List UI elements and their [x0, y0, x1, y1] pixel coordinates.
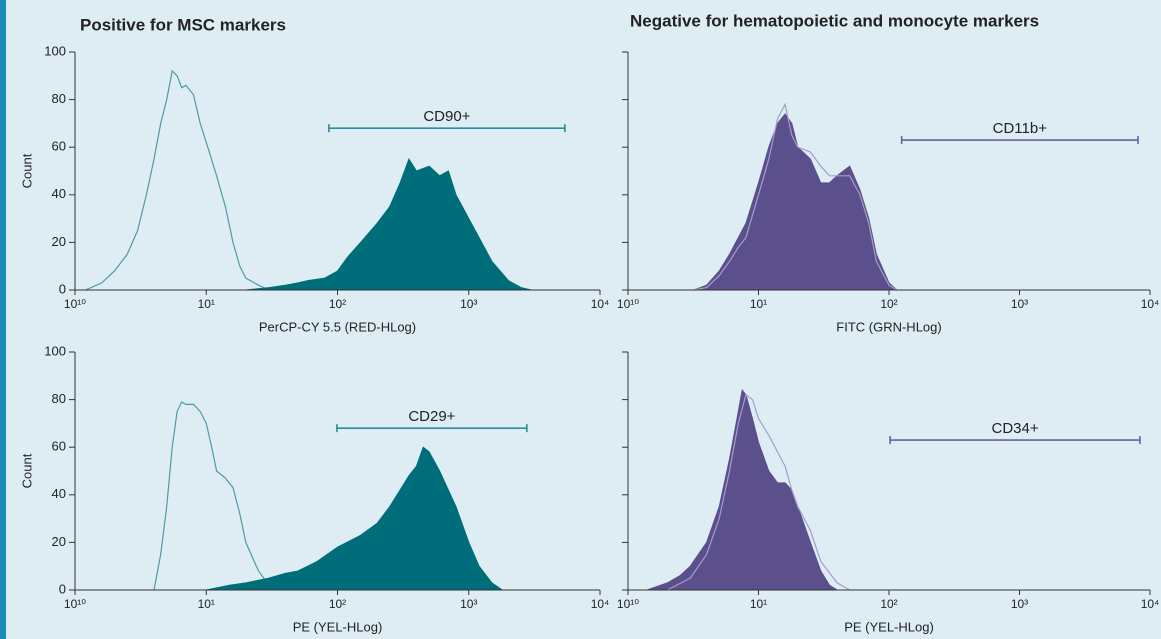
- y-tick-label: 80: [52, 391, 66, 406]
- x-tick-label: 10⁴: [591, 597, 610, 611]
- histogram-fill: [245, 157, 532, 291]
- gate-label: CD29+: [408, 408, 455, 425]
- x-tick-label: 10¹⁰: [64, 297, 86, 311]
- x-tick-label: 10¹: [198, 597, 215, 611]
- histogram-outline: [153, 401, 286, 591]
- x-tick-label: 10³: [1011, 597, 1028, 611]
- histogram-fill: [693, 113, 899, 291]
- x-tick-label: 10¹⁰: [617, 297, 639, 311]
- y-tick-label: 0: [59, 581, 66, 596]
- gate-label: CD11b+: [993, 120, 1048, 137]
- x-axis-label: PE (YEL-HLog): [844, 619, 934, 634]
- x-tick-label: 10²: [880, 597, 897, 611]
- section-heading: Negative for hematopoietic and monocyte …: [630, 11, 1039, 30]
- x-tick-label: 10³: [1011, 297, 1028, 311]
- x-tick-label: 10³: [460, 297, 477, 311]
- y-tick-label: 100: [44, 343, 66, 358]
- y-tick-label: 60: [52, 139, 66, 154]
- y-axis-label: Count: [19, 153, 34, 188]
- histogram-outline: [667, 393, 850, 591]
- gate-label: CD90+: [423, 108, 470, 125]
- y-tick-label: 40: [52, 186, 66, 201]
- y-tick-label: 20: [52, 534, 66, 549]
- x-tick-label: 10¹: [198, 297, 215, 311]
- x-tick-label: 10¹: [750, 597, 767, 611]
- histogram-fill: [206, 446, 504, 591]
- gate-label: CD34+: [991, 420, 1038, 437]
- y-axis-label: Count: [19, 453, 34, 488]
- x-axis-label: PerCP-CY 5.5 (RED-HLog): [259, 319, 416, 334]
- histogram-fill: [646, 388, 839, 591]
- x-tick-label: 10²: [329, 297, 346, 311]
- y-tick-label: 40: [52, 486, 66, 501]
- y-tick-label: 20: [52, 234, 66, 249]
- x-axis-label: PE (YEL-HLog): [293, 619, 383, 634]
- x-tick-label: 10³: [460, 597, 477, 611]
- section-heading: Positive for MSC markers: [80, 15, 286, 34]
- x-tick-label: 10²: [880, 297, 897, 311]
- y-tick-label: 0: [59, 281, 66, 296]
- x-tick-label: 10¹⁰: [617, 597, 639, 611]
- x-tick-label: 10¹⁰: [64, 597, 86, 611]
- x-tick-label: 10⁴: [1141, 297, 1160, 311]
- y-tick-label: 60: [52, 439, 66, 454]
- x-axis-label: FITC (GRN-HLog): [836, 319, 941, 334]
- x-tick-label: 10¹: [750, 297, 767, 311]
- x-tick-label: 10²: [329, 597, 346, 611]
- x-tick-label: 10⁴: [1141, 597, 1160, 611]
- y-tick-label: 100: [44, 43, 66, 58]
- x-tick-label: 10⁴: [591, 297, 610, 311]
- histogram-outline: [85, 69, 270, 291]
- histogram-outline: [693, 102, 898, 291]
- edge-stripe: [0, 0, 6, 639]
- y-tick-label: 80: [52, 91, 66, 106]
